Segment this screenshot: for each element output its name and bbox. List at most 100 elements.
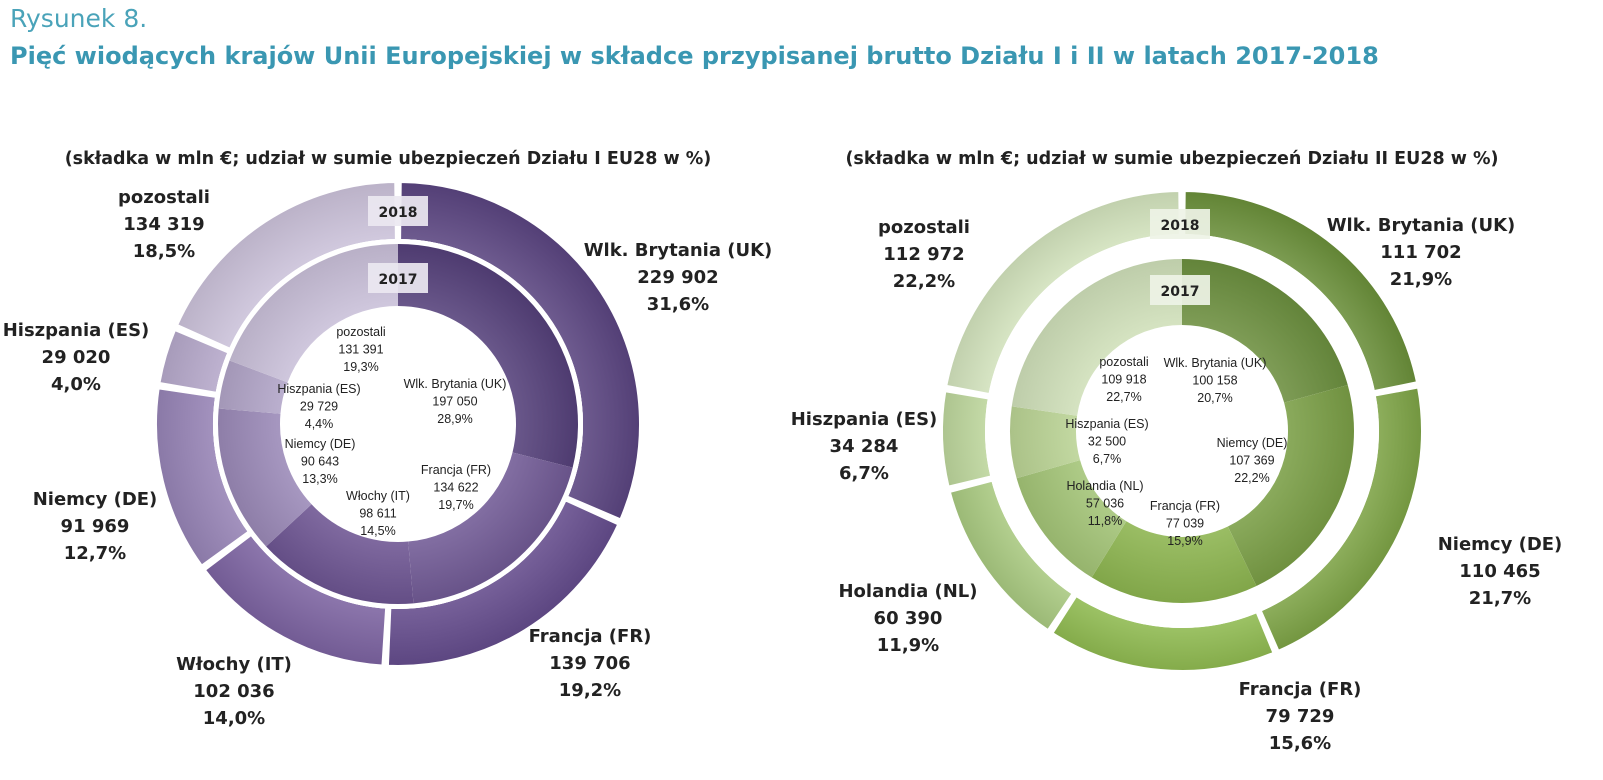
slice-2018-francja-fr — [1051, 594, 1275, 672]
inner-label-pozostali-line: 19,3% — [343, 360, 378, 374]
outer-label-holandia-nl-line: Holandia (NL) — [838, 581, 977, 602]
inner-label-wlk-brytania-uk: Wlk. Brytania (UK) 100 158 20,7% — [1164, 356, 1267, 405]
outer-label-niemcy-de-line: 91 969 — [61, 516, 130, 537]
inner-label-francja-fr: Francja (FR) 134 622 19,7% — [421, 463, 491, 512]
outer-label-hiszpania-es-line: 6,7% — [839, 463, 889, 484]
inner-label-pozostali-line: pozostali — [1099, 355, 1148, 369]
inner-label-wlk-brytania-uk-line: 28,9% — [437, 412, 472, 426]
slice-2017-wlochy-it — [266, 504, 414, 604]
year-badge-bg — [1150, 209, 1210, 239]
outer-label-niemcy-de-line: 12,7% — [64, 543, 126, 564]
year-badge-2017: 2017 — [379, 272, 418, 288]
outer-label-francja-fr-line: 15,6% — [1269, 733, 1331, 754]
outer-label-niemcy-de-line: 110 465 — [1459, 561, 1540, 582]
inner-label-pozostali-line: pozostali — [336, 325, 385, 339]
outer-label-wlk-brytania-uk-line: 31,6% — [647, 294, 709, 315]
outer-label-francja-fr: Francja (FR) 79 729 15,6% — [1239, 679, 1362, 754]
year-badge-bg — [368, 196, 428, 226]
inner-label-niemcy-de: Niemcy (DE) 107 369 22,2% — [1217, 436, 1288, 485]
inner-ring-gap — [213, 239, 583, 609]
outer-label-hiszpania-es-line: 4,0% — [51, 374, 101, 395]
inner-label-francja-fr-line: Francja (FR) — [421, 463, 491, 477]
inner-label-holandia-nl-line: Holandia (NL) — [1066, 479, 1143, 493]
inner-label-niemcy-de-line: 90 643 — [301, 455, 339, 469]
slice-2017-holandia-nl — [1016, 460, 1127, 578]
inner-label-hiszpania-es-line: 6,7% — [1093, 452, 1122, 466]
outer-label-francja-fr-line: 79 729 — [1266, 706, 1335, 727]
inner-label-wlochy-it-line: Włochy (IT) — [346, 489, 410, 503]
outer-label-pozostali: pozostali 134 319 18,5% — [118, 187, 210, 262]
inner-label-francja-fr-line: 134 622 — [433, 481, 478, 495]
outer-label-pozostali-line: 18,5% — [133, 241, 195, 262]
outer-label-hiszpania-es: Hiszpania (ES) 34 284 6,7% — [791, 409, 938, 484]
outer-label-niemcy-de: Niemcy (DE) 110 465 21,7% — [1438, 534, 1563, 609]
inner-label-wlochy-it-line: 98 611 — [359, 507, 396, 521]
inner-label-pozostali-line: 22,7% — [1106, 390, 1141, 404]
outer-label-francja-fr-line: 19,2% — [559, 680, 621, 701]
outer-label-hiszpania-es-line: 34 284 — [830, 436, 899, 457]
outer-label-holandia-nl: Holandia (NL) 60 390 11,9% — [838, 581, 977, 656]
inner-label-wlk-brytania-uk-line: 20,7% — [1197, 391, 1232, 405]
outer-label-francja-fr-line: Francja (FR) — [1239, 679, 1362, 700]
slice-2017-wlk-brytania-uk — [1182, 259, 1348, 403]
outer-label-wlk-brytania-uk-line: Wlk. Brytania (UK) — [584, 240, 773, 261]
inner-label-wlochy-it: Włochy (IT) 98 611 14,5% — [346, 489, 410, 538]
outer-label-francja-fr: Francja (FR) 139 706 19,2% — [529, 626, 652, 701]
slice-2017-pozostali — [1011, 259, 1182, 416]
inner-label-niemcy-de-line: 22,2% — [1234, 471, 1269, 485]
outer-label-wlk-brytania-uk-line: 21,9% — [1390, 269, 1452, 290]
outer-label-niemcy-de-line: Niemcy (DE) — [33, 489, 158, 510]
figure-title: Pięć wiodących krajów Unii Europejskiej … — [10, 42, 1379, 70]
outer-label-niemcy-de: Niemcy (DE) 91 969 12,7% — [33, 489, 158, 564]
inner-ring-gap — [1005, 254, 1359, 608]
slice-2017-niemcy-de — [1227, 385, 1354, 587]
slice-2017-pozostali — [229, 244, 398, 383]
outer-label-wlochy-it-line: 14,0% — [203, 708, 265, 729]
year-badge-2017: 2017 — [1161, 284, 1200, 300]
donut-chart-1: (składka w mln €; udział w sumie ubezpie… — [65, 149, 711, 667]
outer-label-pozostali: pozostali 112 972 22,2% — [878, 217, 970, 292]
outer-label-pozostali-line: pozostali — [118, 187, 210, 208]
ring-2018 — [155, 181, 641, 667]
inner-label-niemcy-de-line: Niemcy (DE) — [285, 437, 356, 451]
outer-label-hiszpania-es-line: Hiszpania (ES) — [3, 320, 150, 341]
ring-2017 — [1010, 259, 1354, 603]
outer-label-wlochy-it-line: Włochy (IT) — [176, 654, 292, 675]
outer-label-hiszpania-es-line: Hiszpania (ES) — [791, 409, 938, 430]
donut-chart-2: (składka w mln €; udział w sumie ubezpie… — [845, 149, 1499, 672]
inner-label-pozostali-line: 109 918 — [1101, 373, 1146, 387]
outer-label-pozostali-line: 22,2% — [893, 271, 955, 292]
outer-label-wlochy-it-line: 102 036 — [193, 681, 274, 702]
inner-label-francja-fr-line: 15,9% — [1167, 534, 1202, 548]
outer-label-pozostali-line: 134 319 — [123, 214, 204, 235]
inner-label-wlk-brytania-uk: Wlk. Brytania (UK) 197 050 28,9% — [404, 377, 507, 426]
slice-2017-niemcy-de — [217, 408, 312, 547]
inner-label-hiszpania-es-line: 32 500 — [1088, 435, 1126, 449]
inner-label-wlk-brytania-uk-line: 100 158 — [1192, 374, 1237, 388]
outer-label-holandia-nl-line: 60 390 — [874, 608, 943, 629]
outer-label-wlk-brytania-uk-line: 111 702 — [1380, 242, 1461, 263]
inner-label-hiszpania-es: Hiszpania (ES) 29 729 4,4% — [277, 382, 360, 431]
figure-label: Rysunek 8. — [10, 4, 148, 33]
inner-label-francja-fr-line: Francja (FR) — [1150, 499, 1220, 513]
outer-label-wlk-brytania-uk-line: Wlk. Brytania (UK) — [1327, 215, 1516, 236]
chart-subtitle: (składka w mln €; udział w sumie ubezpie… — [845, 149, 1498, 169]
year-badge-bg — [368, 263, 428, 293]
inner-label-hiszpania-es-line: Hiszpania (ES) — [277, 382, 360, 396]
inner-label-francja-fr-line: 77 039 — [1166, 517, 1204, 531]
inner-label-hiszpania-es-line: 4,4% — [305, 417, 334, 431]
inner-label-wlk-brytania-uk-line: Wlk. Brytania (UK) — [1164, 356, 1267, 370]
inner-label-pozostali: pozostali 109 918 22,7% — [1099, 355, 1148, 404]
outer-label-wlk-brytania-uk: Wlk. Brytania (UK) 111 702 21,9% — [1327, 215, 1516, 290]
year-badge-bg — [1150, 275, 1210, 305]
slice-2017-hiszpania-es — [218, 360, 288, 414]
slice-2017-wlk-brytania-uk — [398, 244, 578, 468]
inner-label-wlk-brytania-uk-line: Wlk. Brytania (UK) — [404, 377, 507, 391]
outer-label-francja-fr-line: Francja (FR) — [529, 626, 652, 647]
year-badge-2018: 2018 — [379, 205, 418, 221]
outer-label-wlk-brytania-uk: Wlk. Brytania (UK) 229 902 31,6% — [584, 240, 773, 315]
inner-label-francja-fr-line: 19,7% — [438, 498, 473, 512]
ring-2018 — [941, 190, 1423, 672]
inner-label-wlk-brytania-uk-line: 197 050 — [432, 395, 477, 409]
